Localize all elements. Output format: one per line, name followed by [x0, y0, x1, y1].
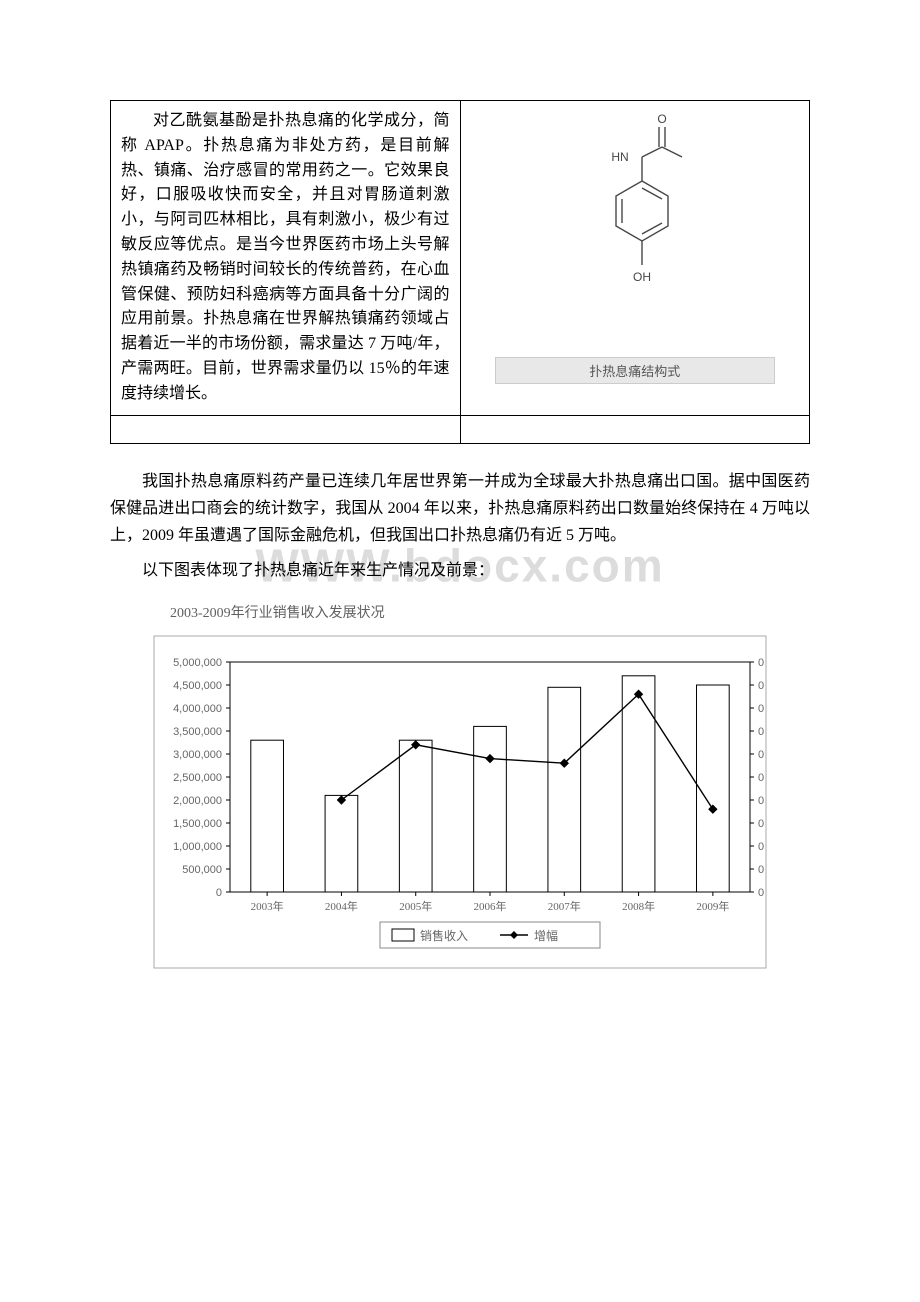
svg-text:2005年: 2005年: [399, 899, 432, 913]
svg-text:2,500,000: 2,500,000: [173, 772, 222, 784]
svg-text:0: 0: [758, 726, 764, 738]
svg-text:2009年: 2009年: [696, 899, 729, 913]
svg-text:2,000,000: 2,000,000: [173, 795, 222, 807]
svg-text:1,500,000: 1,500,000: [173, 818, 222, 830]
info-table: 对乙酰氨基酚是扑热息痛的化学成分，简称 APAP。扑热息痛为非处方药，是目前解热…: [110, 100, 810, 444]
info-empty-row: [111, 415, 810, 443]
structure-label: 扑热息痛结构式: [495, 357, 776, 384]
atom-o: O: [657, 112, 666, 126]
svg-text:0: 0: [758, 772, 764, 784]
structure-cell: O HN OH 扑热息痛结构式: [460, 101, 810, 416]
svg-text:0: 0: [758, 703, 764, 715]
info-row: 对乙酰氨基酚是扑热息痛的化学成分，简称 APAP。扑热息痛为非处方药，是目前解热…: [111, 101, 810, 416]
svg-text:0: 0: [758, 749, 764, 761]
svg-text:0: 0: [758, 887, 764, 899]
svg-text:500,000: 500,000: [182, 864, 222, 876]
svg-text:5,000,000: 5,000,000: [173, 657, 222, 669]
page: 对乙酰氨基酚是扑热息痛的化学成分，简称 APAP。扑热息痛为非处方药，是目前解热…: [0, 0, 920, 1032]
svg-text:销售收入: 销售收入: [420, 928, 468, 943]
svg-text:0: 0: [758, 795, 764, 807]
svg-text:0: 0: [216, 887, 222, 899]
svg-text:0: 0: [758, 818, 764, 830]
atom-hn: HN: [611, 150, 628, 164]
paragraph-2: 以下图表体现了扑热息痛近年来生产情况及前景：: [110, 557, 810, 584]
svg-text:3,500,000: 3,500,000: [173, 726, 222, 738]
chart-title: 2003-2009年行业销售收入发展状况: [170, 602, 810, 622]
revenue-chart: 0 0 500,000 0 1,000,000 0 1,500,000 0 2,000,000 0…: [150, 632, 770, 972]
molecule-structure: O HN OH: [550, 109, 720, 349]
atom-oh: OH: [633, 270, 651, 284]
svg-text:1,000,000: 1,000,000: [173, 841, 222, 853]
paragraph-1: 我国扑热息痛原料药产量已连续几年居世界第一并成为全球最大扑热息痛出口国。据中国医…: [110, 468, 810, 550]
svg-text:2006年: 2006年: [474, 899, 507, 913]
svg-text:0: 0: [758, 680, 764, 692]
svg-text:4,000,000: 4,000,000: [173, 703, 222, 715]
svg-text:0: 0: [758, 841, 764, 853]
svg-text:2008年: 2008年: [622, 899, 655, 913]
svg-text:0: 0: [758, 864, 764, 876]
info-text-cell: 对乙酰氨基酚是扑热息痛的化学成分，简称 APAP。扑热息痛为非处方药，是目前解热…: [111, 101, 461, 416]
chart-container: 0 0 500,000 0 1,000,000 0 1,500,000 0 2,000,000 0…: [150, 632, 810, 972]
svg-text:4,500,000: 4,500,000: [173, 680, 222, 692]
svg-text:2003年: 2003年: [251, 899, 284, 913]
watermark-row: WWW.bdocx.com 以下图表体现了扑热息痛近年来生产情况及前景：: [110, 557, 810, 584]
svg-text:2004年: 2004年: [325, 899, 358, 913]
svg-text:2007年: 2007年: [548, 899, 581, 913]
svg-text:3,000,000: 3,000,000: [173, 749, 222, 761]
svg-text:0: 0: [758, 657, 764, 669]
svg-text:增幅: 增幅: [534, 928, 558, 943]
